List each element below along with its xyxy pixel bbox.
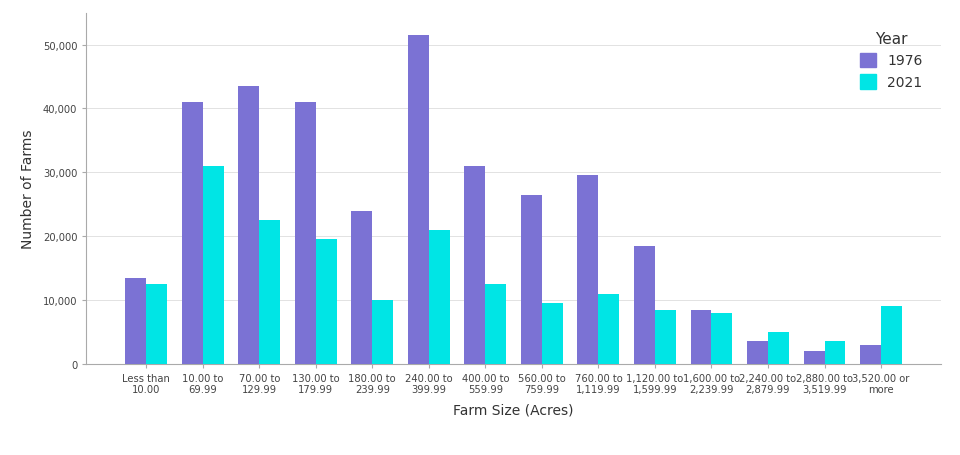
Bar	[316, 240, 337, 364]
Bar	[429, 230, 449, 364]
Bar	[408, 36, 429, 364]
Bar	[238, 87, 259, 364]
Bar	[203, 167, 224, 364]
Bar	[860, 345, 881, 364]
Bar	[655, 310, 676, 364]
Bar	[146, 284, 167, 364]
Bar	[804, 351, 825, 364]
Bar	[578, 176, 598, 364]
Bar	[372, 300, 394, 364]
Bar	[259, 221, 280, 364]
Bar	[521, 195, 541, 364]
Bar	[125, 278, 146, 364]
Bar	[690, 310, 711, 364]
Bar	[747, 342, 768, 364]
Bar	[541, 303, 563, 364]
Legend: 1976, 2021: 1976, 2021	[849, 20, 934, 101]
Bar	[768, 332, 789, 364]
X-axis label: Farm Size (Acres): Farm Size (Acres)	[453, 403, 574, 417]
Y-axis label: Number of Farms: Number of Farms	[20, 129, 35, 248]
Bar	[181, 103, 203, 364]
Bar	[465, 167, 486, 364]
Bar	[711, 313, 732, 364]
Bar	[825, 342, 846, 364]
Bar	[351, 211, 372, 364]
Bar	[598, 294, 619, 364]
Bar	[486, 284, 506, 364]
Bar	[634, 246, 655, 364]
Bar	[295, 103, 316, 364]
Bar	[881, 307, 902, 364]
